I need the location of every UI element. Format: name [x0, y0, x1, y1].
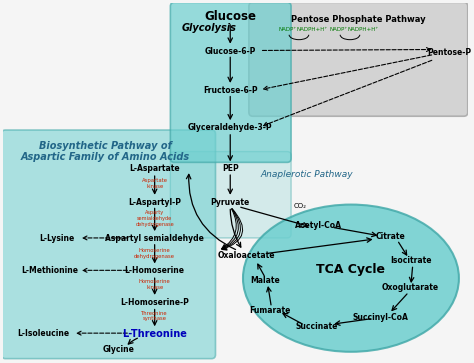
Text: L-Threonine: L-Threonine [122, 329, 187, 339]
Text: CO₂: CO₂ [294, 203, 307, 208]
Text: Pentose-P: Pentose-P [427, 48, 471, 57]
Text: Glycine: Glycine [102, 345, 134, 354]
Text: Aspartate
kinase: Aspartate kinase [142, 178, 168, 189]
Text: L-Homoserine: L-Homoserine [125, 266, 185, 276]
Text: Pentose Phosphate Pathway: Pentose Phosphate Pathway [291, 15, 425, 24]
FancyBboxPatch shape [170, 152, 291, 238]
Text: TCA Cycle: TCA Cycle [317, 264, 385, 277]
Text: L-Lysine: L-Lysine [39, 234, 74, 243]
Text: Anaplerotic Pathway: Anaplerotic Pathway [261, 170, 353, 179]
FancyBboxPatch shape [249, 3, 468, 116]
Text: Succinyl-CoA: Succinyl-CoA [353, 313, 408, 322]
Ellipse shape [243, 205, 459, 352]
FancyBboxPatch shape [170, 3, 291, 162]
Text: Biosynthetic Pathway of: Biosynthetic Pathway of [39, 141, 172, 151]
Text: L-Aspartate: L-Aspartate [129, 164, 180, 173]
Text: Isocitrate: Isocitrate [390, 256, 431, 265]
Text: Oxoglutarate: Oxoglutarate [381, 283, 438, 292]
Text: Homoserine
dehydrogenase: Homoserine dehydrogenase [134, 248, 175, 258]
Text: NADPH+H⁺: NADPH+H⁺ [296, 27, 328, 32]
Text: NADP⁺: NADP⁺ [278, 27, 296, 32]
Text: Pyruvate: Pyruvate [210, 198, 250, 207]
Text: L-Methionine: L-Methionine [21, 266, 78, 276]
Text: Acetyl-CoA: Acetyl-CoA [295, 221, 342, 230]
Text: NADP⁺: NADP⁺ [329, 27, 347, 32]
Text: Aspartyl semialdehyde: Aspartyl semialdehyde [105, 234, 204, 243]
Text: Succinate: Succinate [295, 322, 338, 331]
Text: Aspartic Family of Amino Acids: Aspartic Family of Amino Acids [21, 152, 190, 162]
Text: Glycolysis: Glycolysis [182, 23, 237, 33]
Text: L-Aspartyl-P: L-Aspartyl-P [128, 198, 181, 207]
Text: Citrate: Citrate [375, 232, 405, 241]
Text: Fructose-6-P: Fructose-6-P [203, 86, 257, 95]
Text: Glyceraldehyde-3-P: Glyceraldehyde-3-P [188, 123, 273, 132]
Text: Fumarate: Fumarate [249, 306, 290, 315]
Text: NADPH+H⁺: NADPH+H⁺ [347, 27, 378, 32]
Text: Threonine
synthase: Threonine synthase [141, 311, 168, 321]
Text: Malate: Malate [251, 276, 281, 285]
FancyBboxPatch shape [1, 130, 216, 359]
Text: L-Homoserine-P: L-Homoserine-P [120, 298, 189, 307]
Text: Asparty
semialdehyde
dehydrogenase: Asparty semialdehyde dehydrogenase [135, 211, 174, 227]
Text: Glucose: Glucose [204, 10, 256, 23]
Text: Glucose-6-P: Glucose-6-P [205, 46, 256, 56]
Text: Homoserine
kinase: Homoserine kinase [139, 279, 171, 290]
Text: Oxaloacetate: Oxaloacetate [217, 251, 275, 260]
Text: PEP: PEP [222, 164, 238, 173]
Text: L-Isoleucine: L-Isoleucine [18, 329, 70, 338]
